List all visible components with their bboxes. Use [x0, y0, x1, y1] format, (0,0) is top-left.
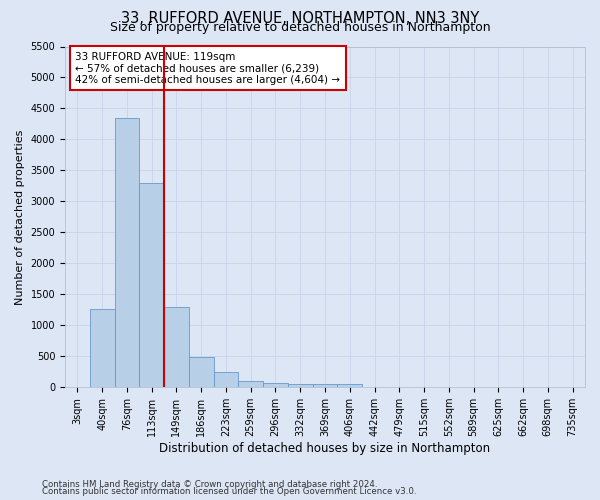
Bar: [189, 358, 214, 387]
Bar: [288, 384, 313, 387]
Bar: [238, 381, 263, 387]
Bar: [115, 118, 139, 387]
X-axis label: Distribution of detached houses by size in Northampton: Distribution of detached houses by size …: [160, 442, 491, 455]
Text: 33, RUFFORD AVENUE, NORTHAMPTON, NN3 3NY: 33, RUFFORD AVENUE, NORTHAMPTON, NN3 3NY: [121, 11, 479, 26]
Bar: [313, 384, 337, 387]
Bar: [164, 308, 189, 387]
Text: Contains HM Land Registry data © Crown copyright and database right 2024.: Contains HM Land Registry data © Crown c…: [42, 480, 377, 489]
Bar: [139, 183, 164, 387]
Bar: [214, 372, 238, 387]
Text: Contains public sector information licensed under the Open Government Licence v3: Contains public sector information licen…: [42, 487, 416, 496]
Y-axis label: Number of detached properties: Number of detached properties: [15, 129, 25, 304]
Text: Size of property relative to detached houses in Northampton: Size of property relative to detached ho…: [110, 21, 490, 34]
Bar: [90, 308, 115, 387]
Bar: [263, 383, 288, 387]
Bar: [337, 384, 362, 387]
Text: 33 RUFFORD AVENUE: 119sqm
← 57% of detached houses are smaller (6,239)
42% of se: 33 RUFFORD AVENUE: 119sqm ← 57% of detac…: [76, 52, 340, 85]
